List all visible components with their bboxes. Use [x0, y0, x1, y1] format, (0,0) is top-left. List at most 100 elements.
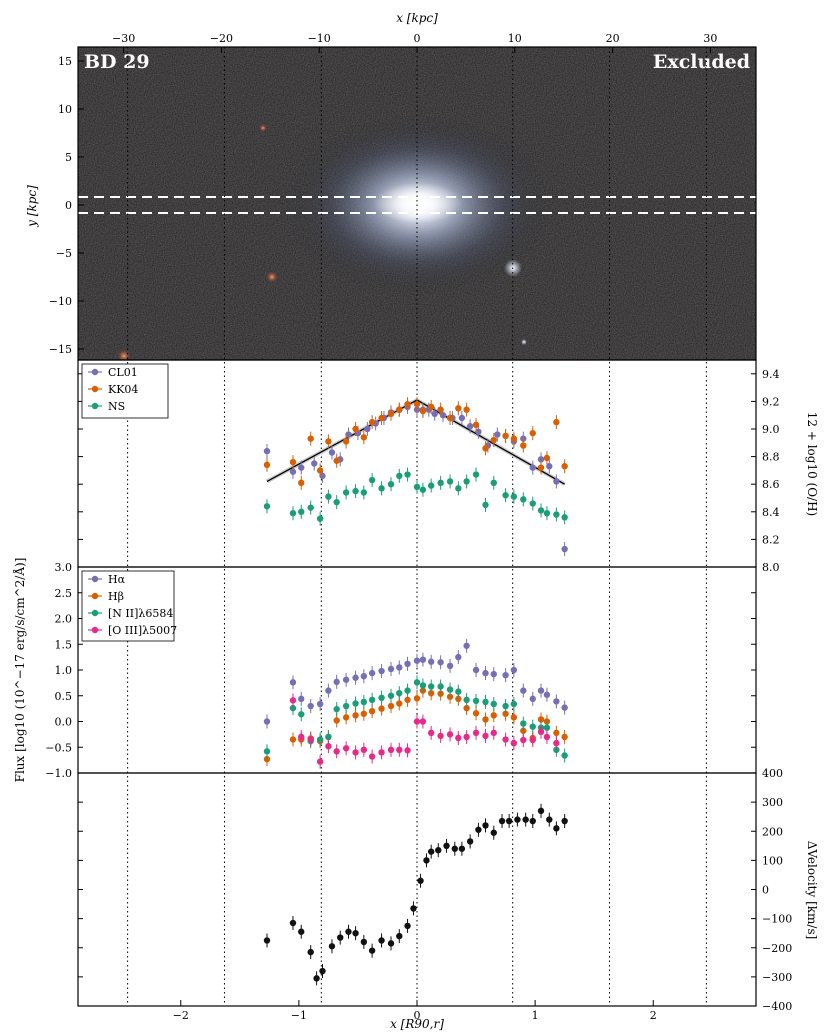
flux-frame [77, 566, 757, 774]
data-point [345, 928, 352, 935]
data-point [553, 825, 560, 832]
data-point [396, 746, 403, 754]
data-point [325, 438, 332, 445]
data-point [342, 702, 350, 710]
data-point [472, 666, 480, 674]
data-point [475, 826, 482, 833]
data-point [437, 659, 444, 666]
metallicity-points [263, 397, 568, 557]
data-point [263, 461, 271, 469]
data-point [514, 816, 521, 823]
data-point [328, 449, 336, 456]
data-point [561, 817, 568, 825]
data-point [342, 489, 350, 496]
data-point [333, 678, 340, 686]
top-tick-label: 0 [414, 32, 421, 45]
data-point [490, 670, 497, 678]
data-point [529, 464, 536, 471]
data-point [263, 447, 271, 455]
data-point [413, 400, 421, 408]
data-point [360, 489, 368, 496]
data-point [307, 948, 314, 956]
ytick-label: −400 [762, 1000, 792, 1013]
data-point [307, 504, 314, 511]
data-point [463, 704, 470, 712]
data-point [510, 435, 518, 442]
data-point [427, 403, 435, 411]
data-point [396, 472, 403, 480]
legend-marker-cl01 [91, 368, 99, 376]
ytick-label: 8.2 [762, 533, 780, 546]
data-point [537, 728, 545, 735]
data-point [396, 664, 403, 671]
galaxy-name: BD 29 [84, 51, 150, 73]
data-point [466, 838, 474, 845]
top-xlabel: x [kpc] [396, 11, 438, 25]
red-source-2 [259, 124, 267, 132]
data-point [529, 429, 536, 437]
data-point [472, 471, 480, 478]
data-point [404, 922, 411, 930]
legend-marker-nii [91, 609, 99, 617]
data-point [472, 729, 480, 737]
data-point [537, 507, 545, 514]
data-point [427, 848, 435, 855]
data-point [352, 425, 359, 433]
data-point [446, 662, 454, 670]
data-point [316, 515, 324, 522]
data-point [319, 967, 326, 975]
data-point [396, 932, 403, 940]
data-point [419, 486, 427, 493]
metallicity-ylabel: 12 + log10 (O/H) [805, 412, 819, 517]
data-point [543, 733, 551, 741]
data-point [502, 710, 509, 717]
xtick-label: 0 [414, 1009, 421, 1022]
data-point [446, 414, 454, 422]
top-tick-label: 30 [703, 32, 717, 45]
data-point [387, 692, 395, 699]
data-point [427, 729, 435, 737]
data-point [364, 425, 371, 433]
velocity-ytick-labels: 400 300 200 100 0 −100 −200 −300 −400 [78, 767, 792, 1013]
legend-oiii: [O III]λ5007 [108, 624, 177, 637]
data-point [451, 845, 458, 852]
data-point [325, 743, 332, 750]
data-point [368, 947, 376, 954]
data-point [543, 724, 551, 731]
legend-nii: [N II]λ6584 [108, 607, 173, 620]
data-point [333, 705, 340, 713]
metallicity-panel: 9.4 9.2 9.0 8.8 8.6 8.4 8.2 8.0 12 + log10 (O/H… [78, 363, 819, 574]
data-point [482, 732, 489, 740]
data-point [455, 734, 462, 742]
data-point [490, 712, 497, 719]
data-point [502, 432, 509, 440]
data-point [345, 431, 352, 438]
data-point [360, 698, 368, 706]
galaxy-image-panel: BD 29 Excluded x [kpc] y [kpc] −30 −20 −10… [25, 11, 757, 361]
flux-points [263, 638, 568, 769]
data-point [396, 689, 403, 697]
data-point [529, 736, 536, 744]
data-point [368, 708, 376, 715]
data-point [458, 845, 466, 852]
data-point [337, 934, 344, 941]
data-point [455, 405, 462, 412]
data-point [490, 436, 497, 444]
data-point [553, 418, 560, 426]
data-point [307, 702, 314, 710]
legend-halpha: Hα [108, 573, 126, 586]
top-tick-label: 20 [606, 32, 620, 45]
data-point [311, 460, 318, 467]
top-tick-labels: −30 −20 −10 0 10 20 30 [112, 32, 717, 53]
data-point [463, 642, 470, 649]
data-point [498, 817, 506, 825]
ytick-label: −1.0 [45, 767, 72, 780]
data-point [419, 718, 427, 725]
metallicity-frame [77, 359, 757, 568]
data-point [553, 511, 560, 518]
data-point [437, 732, 444, 740]
ytick-label: 1.5 [55, 638, 73, 651]
data-point [423, 857, 430, 864]
data-point [333, 498, 340, 506]
